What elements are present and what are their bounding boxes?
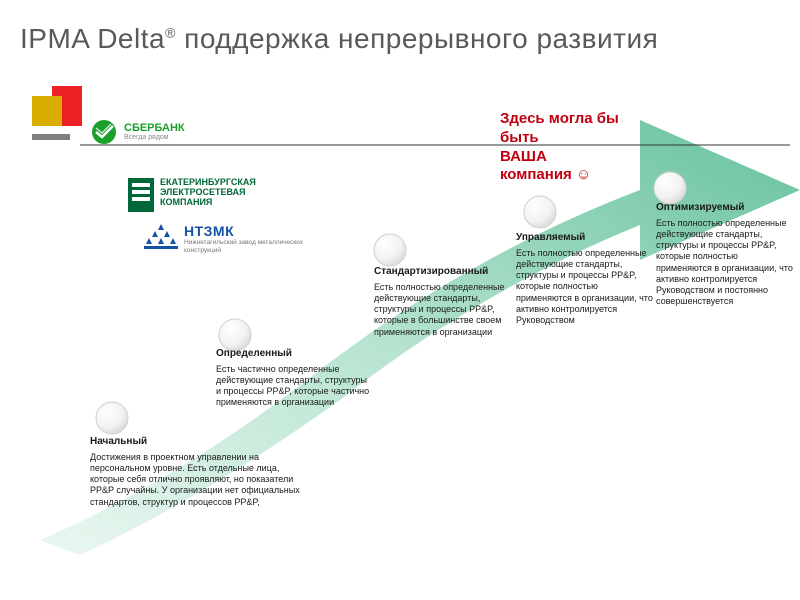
ntzmk-name: НТЗМК bbox=[184, 224, 304, 239]
step-heading: Стандартизированный bbox=[374, 266, 514, 279]
eesk-l3: КОМПАНИЯ bbox=[160, 198, 256, 208]
step-body: Есть частично определенные действующие с… bbox=[216, 364, 374, 409]
step-4: Управляемый Есть полностью определенные д… bbox=[516, 232, 656, 326]
callout-l3: ВАША bbox=[500, 148, 619, 167]
step-3: Стандартизированный Есть полностью опреде… bbox=[374, 266, 514, 338]
title-post: поддержка непрерывного развития bbox=[176, 23, 658, 54]
step-1: Начальный Достижения в проектном управлен… bbox=[90, 436, 310, 508]
sberbank-icon bbox=[90, 118, 118, 146]
title-pre: IPMA Delta bbox=[20, 23, 165, 54]
ntzmk-sub: Нижнетагильский завод металлических конс… bbox=[184, 239, 304, 253]
ntzmk-icon bbox=[144, 224, 178, 250]
step-heading: Начальный bbox=[90, 436, 310, 449]
step-body: Есть полностью определенные действующие … bbox=[516, 248, 656, 327]
step-heading: Определенный bbox=[216, 348, 374, 361]
step-body: Есть полностью определенные действующие … bbox=[656, 218, 796, 308]
sberbank-name: СБЕРБАНК bbox=[124, 122, 185, 134]
page-title: IPMA Delta® поддержка непрерывного разви… bbox=[20, 22, 658, 56]
callout-l1: Здесь могла бы bbox=[500, 110, 619, 129]
callout-l4: компания ☺ bbox=[500, 166, 619, 185]
step-heading: Управляемый bbox=[516, 232, 656, 245]
logo-sberbank: СБЕРБАНК Всегда рядом bbox=[90, 118, 185, 146]
step-body: Достижения в проектном управлении на пер… bbox=[90, 452, 310, 508]
logo-ntzmk: НТЗМК Нижнетагильский завод металлически… bbox=[144, 224, 304, 254]
step-body: Есть полностью определенные действующие … bbox=[374, 282, 514, 338]
step-heading: Оптимизируемый bbox=[656, 202, 796, 215]
callout-cta: Здесь могла бы быть ВАША компания ☺ bbox=[500, 110, 619, 185]
callout-l2: быть bbox=[500, 129, 619, 148]
step-2: Определенный Есть частично определенные д… bbox=[216, 348, 374, 409]
accent-block-yellow bbox=[32, 96, 62, 126]
sberbank-sub: Всегда рядом bbox=[124, 134, 185, 142]
eesk-icon bbox=[128, 178, 154, 212]
step-5: Оптимизируемый Есть полностью определенны… bbox=[656, 202, 796, 308]
accent-block-gray bbox=[32, 134, 70, 140]
logo-eesk: ЕКАТЕРИНБУРГСКАЯ ЭЛЕКТРОСЕТЕВАЯ КОМПАНИЯ bbox=[128, 178, 256, 212]
title-sup: ® bbox=[165, 25, 176, 41]
